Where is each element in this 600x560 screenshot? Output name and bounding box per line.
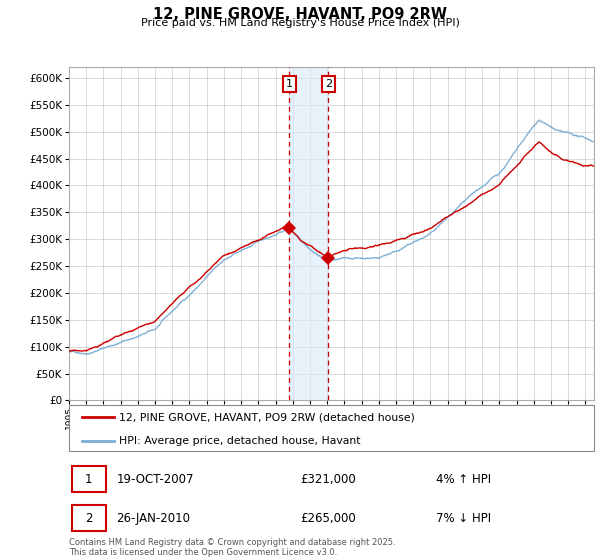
Text: 1: 1 xyxy=(85,473,92,486)
Text: 26-JAN-2010: 26-JAN-2010 xyxy=(116,512,190,525)
Text: 12, PINE GROVE, HAVANT, PO9 2RW (detached house): 12, PINE GROVE, HAVANT, PO9 2RW (detache… xyxy=(119,412,415,422)
Text: Price paid vs. HM Land Registry's House Price Index (HPI): Price paid vs. HM Land Registry's House … xyxy=(140,18,460,28)
Text: 4% ↑ HPI: 4% ↑ HPI xyxy=(437,473,491,486)
Text: 2: 2 xyxy=(325,79,332,89)
Text: 19-OCT-2007: 19-OCT-2007 xyxy=(116,473,194,486)
Text: £321,000: £321,000 xyxy=(300,473,356,486)
Bar xyxy=(289,67,328,400)
Text: 1: 1 xyxy=(286,79,293,89)
FancyBboxPatch shape xyxy=(69,405,594,451)
Text: Contains HM Land Registry data © Crown copyright and database right 2025.
This d: Contains HM Land Registry data © Crown c… xyxy=(69,538,395,557)
Text: £265,000: £265,000 xyxy=(300,512,356,525)
Text: 2: 2 xyxy=(85,512,92,525)
Text: HPI: Average price, detached house, Havant: HPI: Average price, detached house, Hava… xyxy=(119,436,361,446)
FancyBboxPatch shape xyxy=(71,505,106,531)
Text: 12, PINE GROVE, HAVANT, PO9 2RW: 12, PINE GROVE, HAVANT, PO9 2RW xyxy=(153,7,447,22)
Text: 7% ↓ HPI: 7% ↓ HPI xyxy=(437,512,491,525)
FancyBboxPatch shape xyxy=(71,466,106,492)
